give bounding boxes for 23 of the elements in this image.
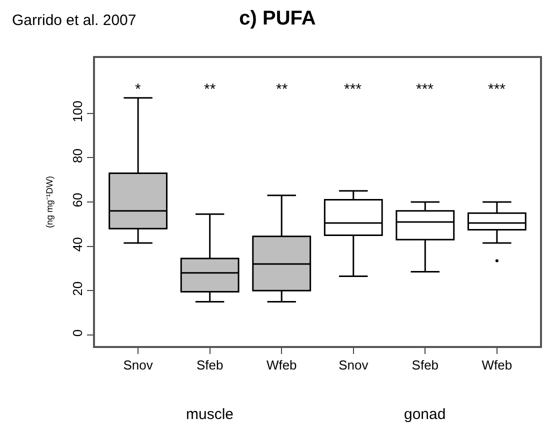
annotation: *** (344, 81, 362, 98)
x-tick-label: Sfeb (412, 358, 439, 373)
x-tick-label: Wfeb (482, 358, 512, 373)
annotation: * (135, 81, 141, 98)
x-tick-label: Wfeb (266, 358, 297, 373)
y-tick-label: 60 (70, 192, 85, 208)
annotation: ** (276, 81, 288, 98)
annotation: ** (204, 81, 216, 98)
y-tick-label: 40 (70, 237, 85, 252)
y-tick-label: 0 (70, 329, 85, 337)
y-tick-label: 80 (70, 148, 85, 163)
y-tick-label: 100 (70, 100, 85, 122)
x-tick-label: Snov (338, 358, 369, 373)
annotation: *** (416, 81, 434, 98)
annotation: *** (488, 81, 506, 98)
chart-title: c) PUFA (239, 8, 316, 30)
y-tick-label: 20 (70, 281, 85, 296)
x-tick-label: Snov (123, 358, 154, 373)
text: muscle (186, 406, 234, 423)
y-axis-title: (ng mg⁻¹DW) (44, 176, 55, 228)
text: Garrido et al. 2007 (12, 12, 136, 29)
text: gonad (404, 406, 446, 423)
x-tick-label: Sfeb (196, 358, 224, 373)
